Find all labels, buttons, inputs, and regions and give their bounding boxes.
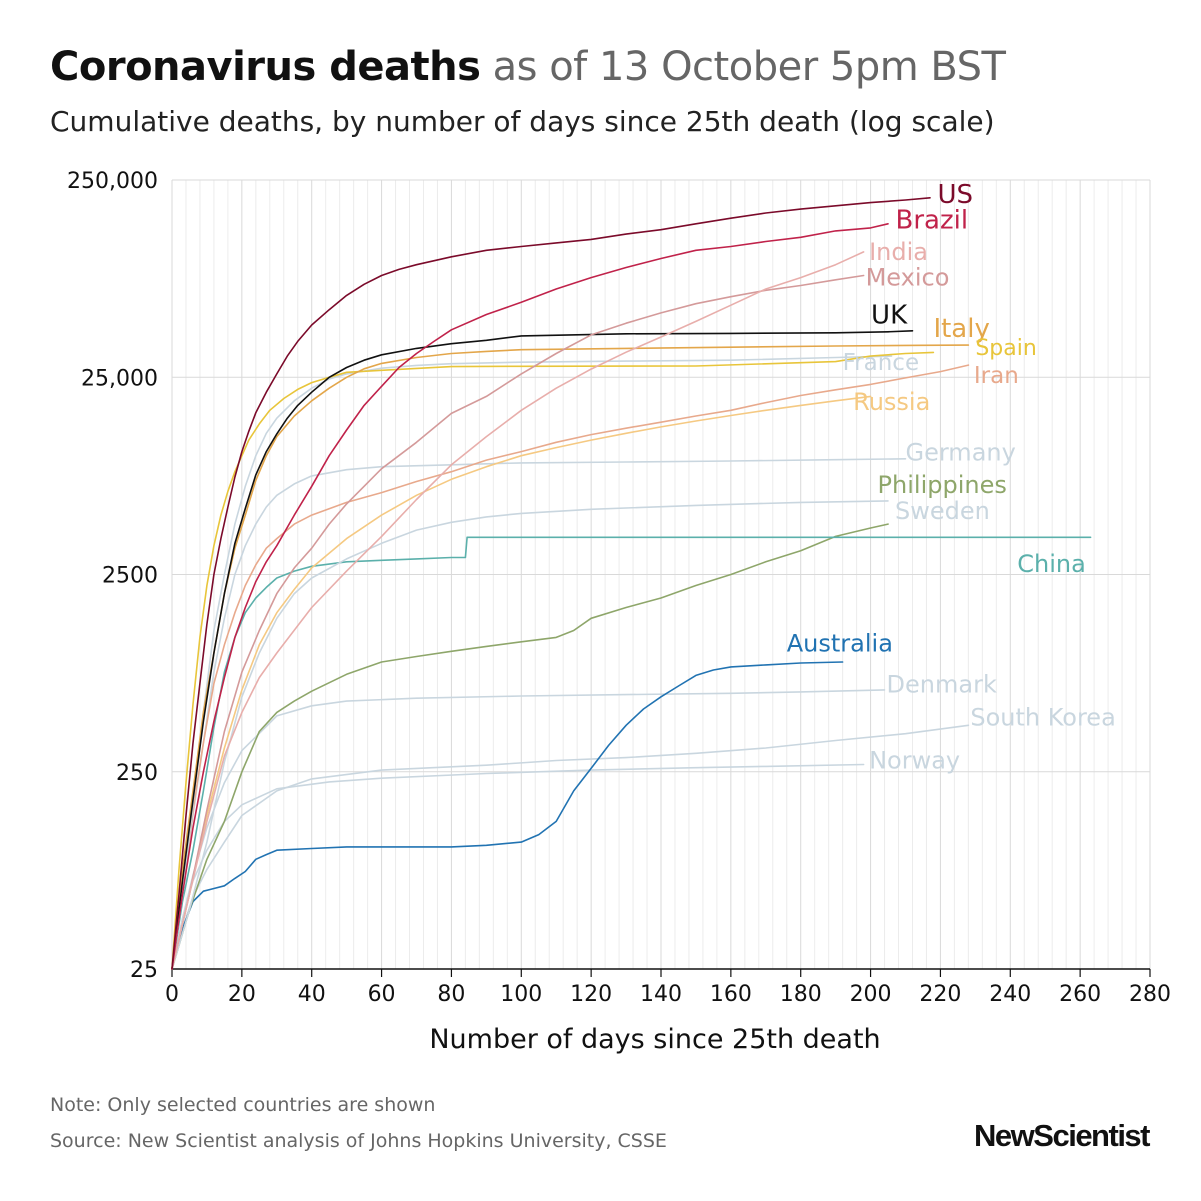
chart-title: Coronavirus deaths as of 13 October 5pm … bbox=[50, 44, 1006, 90]
series-line-russia bbox=[171, 395, 872, 970]
series-line-china bbox=[171, 536, 1092, 970]
series-line-australia bbox=[171, 661, 844, 970]
series-label-us: US bbox=[937, 180, 973, 210]
x-tick-label: 260 bbox=[1059, 982, 1101, 1007]
y-tick-label: 25,000 bbox=[81, 366, 158, 391]
series-label-uk: UK bbox=[871, 300, 908, 330]
source-credit: Source: New Scientist analysis of Johns … bbox=[50, 1130, 667, 1152]
series-line-philippines bbox=[171, 523, 889, 970]
series-label-sweden: Sweden bbox=[895, 497, 990, 525]
series-line-france bbox=[171, 355, 893, 970]
series-label-mexico: Mexico bbox=[866, 263, 950, 291]
series-label-italy: Italy bbox=[933, 314, 989, 344]
series-label-norway: Norway bbox=[869, 747, 960, 775]
series-label-germany: Germany bbox=[906, 439, 1016, 467]
x-tick-label: 0 bbox=[165, 982, 179, 1007]
series-label-china: China bbox=[1017, 550, 1086, 578]
series-label-spain: Spain bbox=[975, 336, 1036, 361]
y-tick-label: 250,000 bbox=[67, 169, 158, 194]
x-tick-label: 160 bbox=[710, 982, 752, 1007]
x-tick-label: 180 bbox=[780, 982, 822, 1007]
series-label-australia: Australia bbox=[787, 629, 893, 657]
series-line-brazil bbox=[171, 223, 889, 970]
series-line-sweden bbox=[171, 500, 889, 970]
title-date: as of 13 October 5pm BST bbox=[492, 44, 1006, 90]
series-label-russia: Russia bbox=[853, 388, 930, 416]
x-tick-label: 240 bbox=[989, 982, 1031, 1007]
series-line-iran bbox=[171, 364, 970, 970]
x-tick-label: 20 bbox=[228, 982, 256, 1007]
x-tick-label: 80 bbox=[437, 982, 465, 1007]
series-label-brazil: Brazil bbox=[896, 206, 969, 236]
x-axis-title: Number of days since 25th death bbox=[429, 1024, 880, 1055]
series-label-iran: Iran bbox=[974, 363, 1019, 389]
series-line-us bbox=[171, 197, 931, 970]
series-line-south-korea bbox=[171, 724, 970, 970]
y-tick-label: 2500 bbox=[102, 564, 158, 589]
series-line-spain bbox=[171, 351, 935, 970]
series-line-norway bbox=[171, 763, 865, 970]
y-tick-label: 25 bbox=[130, 958, 158, 983]
y-tick-label: 250 bbox=[116, 761, 158, 786]
series-line-mexico bbox=[171, 274, 865, 970]
x-tick-label: 220 bbox=[919, 982, 961, 1007]
x-tick-label: 120 bbox=[570, 982, 612, 1007]
x-tick-label: 140 bbox=[640, 982, 682, 1007]
series-label-south-korea: South Korea bbox=[970, 703, 1115, 731]
x-tick-label: 60 bbox=[368, 982, 396, 1007]
series-label-india: India bbox=[869, 238, 928, 266]
series-label-france: France bbox=[843, 350, 919, 376]
x-tick-label: 100 bbox=[500, 982, 542, 1007]
footnote: Note: Only selected countries are shown bbox=[50, 1094, 436, 1116]
series-label-denmark: Denmark bbox=[887, 671, 997, 699]
chart-subtitle: Cumulative deaths, by number of days sin… bbox=[50, 105, 995, 138]
x-tick-label: 200 bbox=[850, 982, 892, 1007]
x-tick-label: 40 bbox=[298, 982, 326, 1007]
title-bold: Coronavirus deaths bbox=[50, 44, 481, 90]
x-tick-label: 280 bbox=[1129, 982, 1171, 1007]
newscientist-logo: NewScientist bbox=[974, 1118, 1150, 1153]
series-line-denmark bbox=[171, 689, 886, 970]
series-line-india bbox=[171, 251, 865, 970]
series-label-philippines: Philippines bbox=[878, 471, 1007, 499]
